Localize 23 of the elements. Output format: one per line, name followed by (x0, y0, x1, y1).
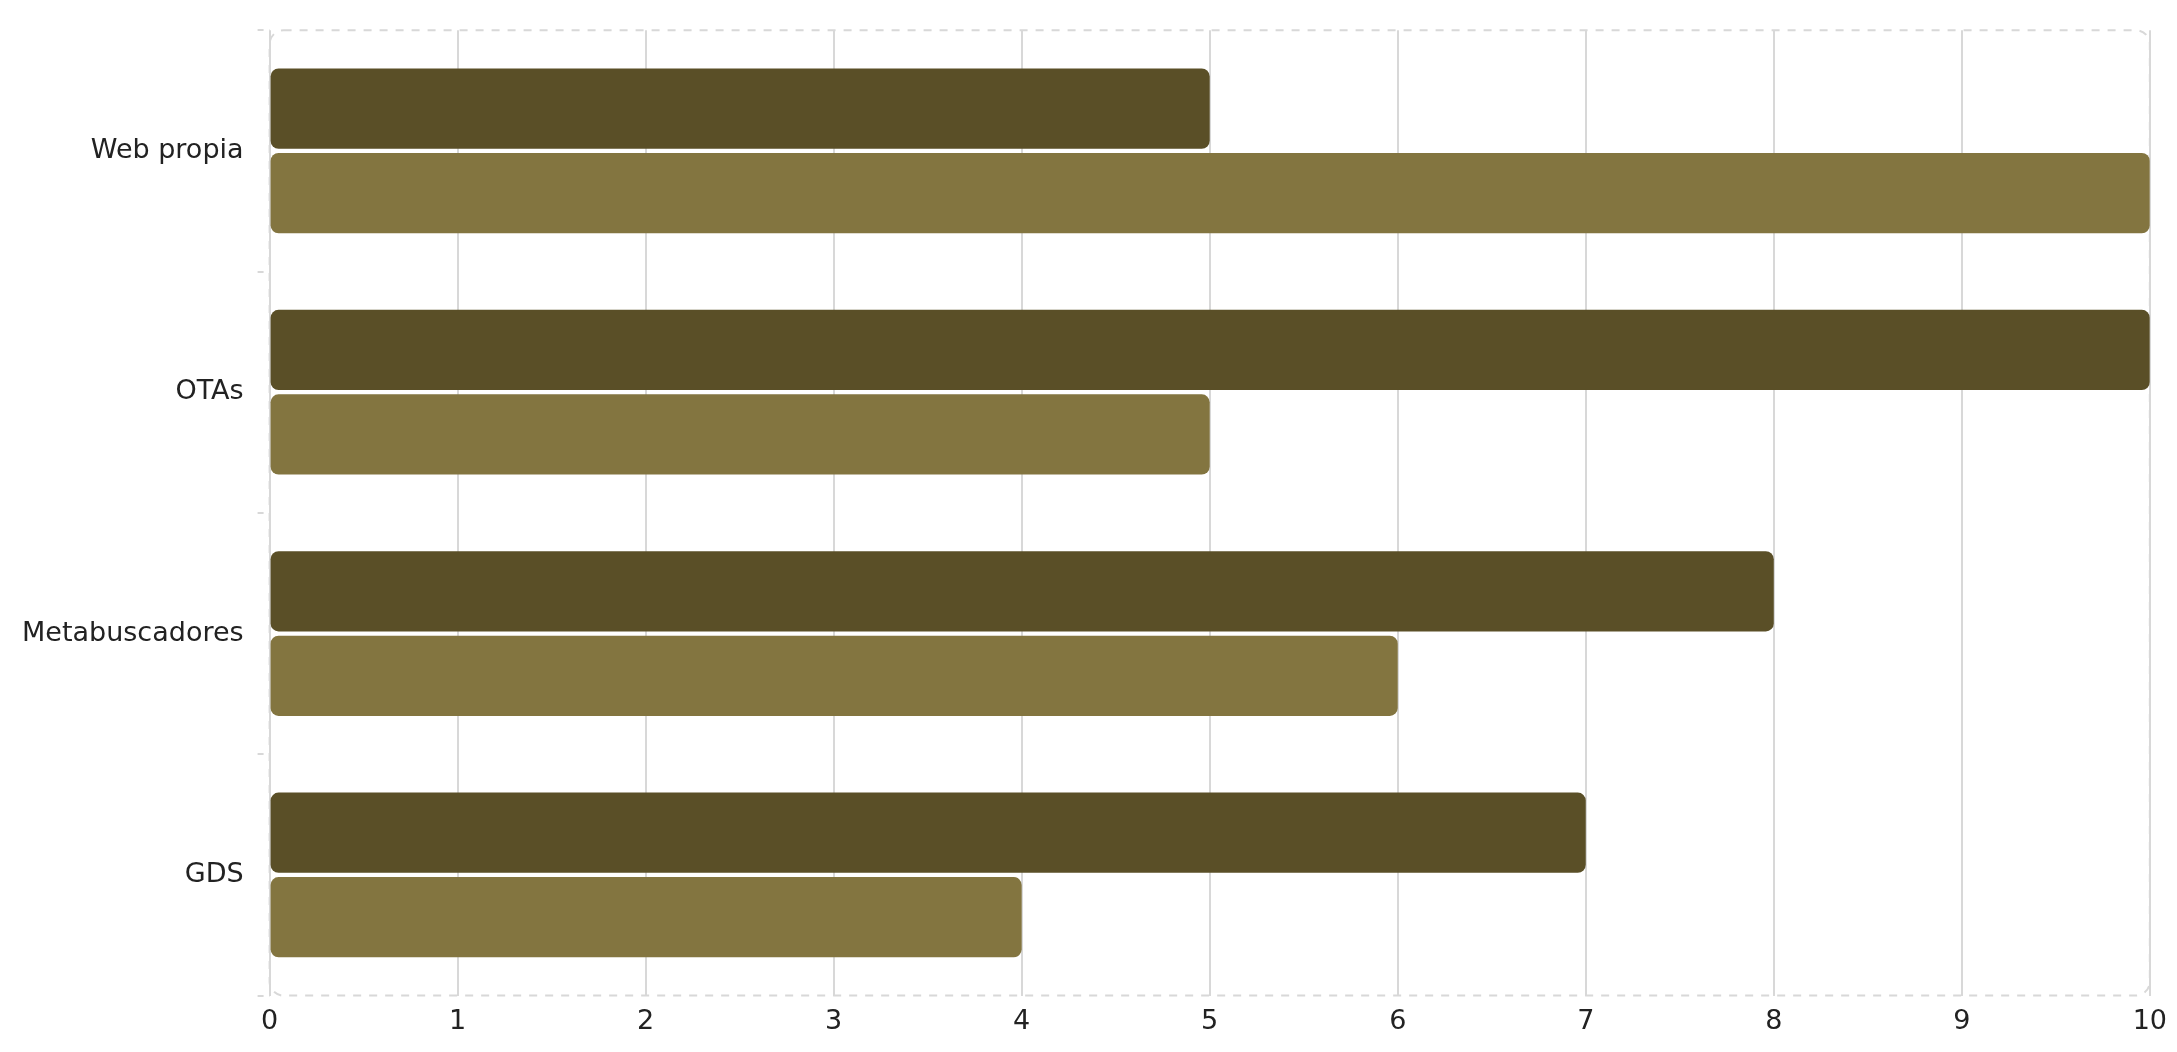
bar (270, 152, 2150, 234)
x-tick-label: 6 (1389, 1003, 1407, 1035)
x-tick-label: 3 (825, 1003, 843, 1035)
bar (270, 394, 1210, 475)
x-tick-label: 1 (449, 1003, 467, 1035)
x-tick-label: 8 (1765, 1003, 1783, 1035)
bar (270, 551, 1774, 632)
x-tick-label: 9 (1953, 1003, 1971, 1035)
y-tick-label: OTAs (175, 374, 244, 406)
bar (270, 877, 1022, 958)
x-tick-label: 5 (1201, 1003, 1219, 1035)
y-tick-label: Web propia (90, 132, 244, 164)
x-tick-label: 7 (1577, 1003, 1595, 1035)
y-tick-label: GDS (184, 856, 244, 888)
x-tick-label: 0 (261, 1003, 279, 1035)
bar (270, 792, 1586, 873)
x-tick-label: 10 (2132, 1003, 2167, 1035)
bar (270, 309, 2150, 391)
x-tick-label: 4 (1013, 1003, 1031, 1035)
bar (270, 68, 1210, 149)
bar (270, 635, 1398, 716)
y-tick-label: Metabuscadores (22, 615, 244, 647)
x-tick-label: 2 (637, 1003, 655, 1035)
